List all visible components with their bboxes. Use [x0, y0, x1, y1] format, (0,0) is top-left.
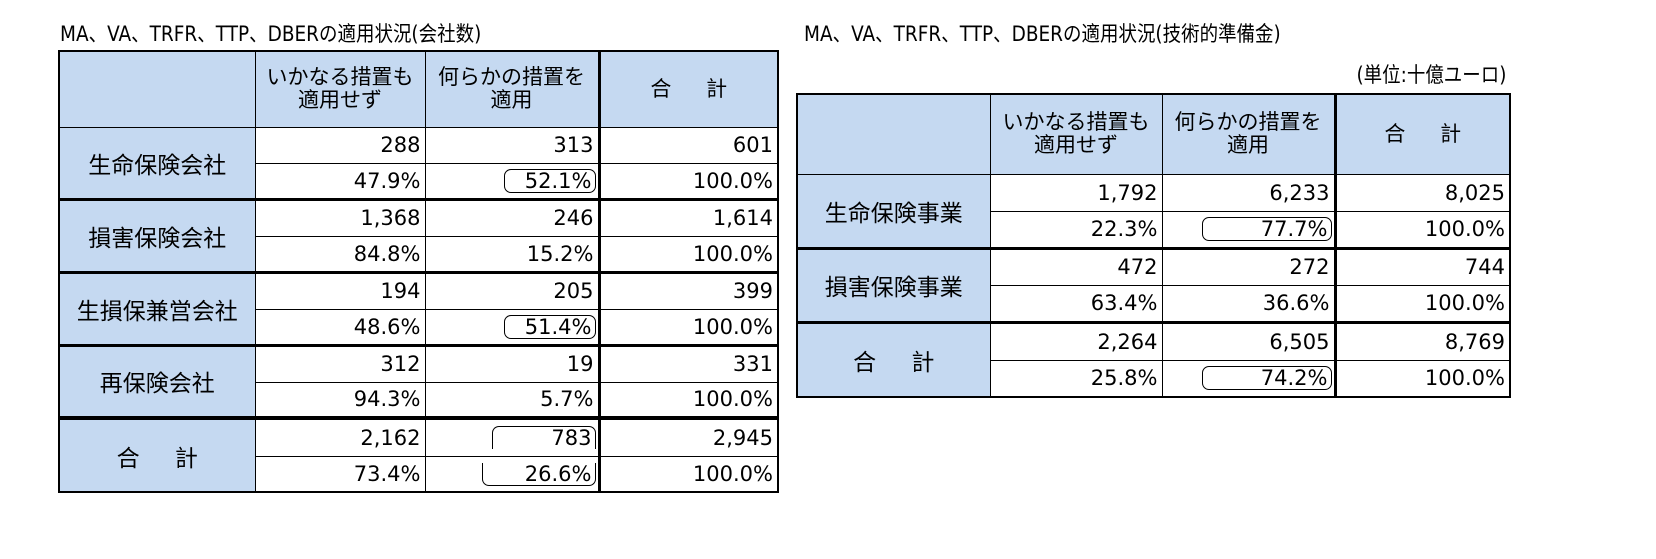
- header-some: 何らかの措置を 適用: [424, 50, 601, 128]
- header-none: いかなる措置も 適用せず: [989, 93, 1163, 175]
- cell-pct: 36.6%: [1161, 284, 1337, 323]
- cell-pct-highlight: 74.2%: [1161, 359, 1337, 398]
- cell-pct: 100.0%: [598, 235, 779, 273]
- row-label-total: 合 計: [796, 320, 991, 398]
- cell-pct: 63.4%: [989, 284, 1163, 323]
- row-label: 損害保険会社: [58, 197, 256, 273]
- highlight-box: 26.6%: [481, 462, 596, 486]
- cell-count: 1,614: [598, 197, 779, 237]
- cell-count: 2,162: [254, 416, 426, 457]
- cell-pct: 47.9%: [254, 162, 426, 200]
- row-label: 損害保険事業: [796, 246, 991, 323]
- cell-pct: 100.0%: [1334, 359, 1511, 398]
- header-total: 合 計: [598, 50, 779, 128]
- cell-count: 601: [598, 126, 779, 164]
- header-some: 何らかの措置を 適用: [1161, 93, 1337, 175]
- row-label-total: 合 計: [58, 416, 256, 493]
- highlight-box: 783: [492, 425, 596, 449]
- cell-pct: 100.0%: [598, 308, 779, 346]
- right-table-title: MA、VA、TRFR、TTP、DBERの適用状況(技術的準備金): [804, 22, 1281, 46]
- cell-count: 8,769: [1334, 320, 1511, 361]
- cell-pct: 15.2%: [424, 235, 601, 273]
- cell-count: 194: [254, 270, 426, 310]
- cell-count: 472: [989, 246, 1163, 286]
- cell-pct-highlight: 52.1%: [424, 162, 601, 200]
- cell-count: 288: [254, 126, 426, 164]
- row-label: 再保険会社: [58, 343, 256, 419]
- cell-count: 205: [424, 270, 601, 310]
- highlight-box: 52.1%: [503, 168, 596, 193]
- cell-count: 744: [1334, 246, 1511, 286]
- cell-pct: 100.0%: [1334, 284, 1511, 323]
- cell-count: 313: [424, 126, 601, 164]
- right-table: いかなる措置も 適用せず 何らかの措置を 適用 合 計 生命保険事業 1,792…: [796, 93, 1511, 398]
- cell-count: 1,792: [989, 173, 1163, 212]
- cell-count: 19: [424, 343, 601, 383]
- cell-count: 6,505: [1161, 320, 1337, 361]
- cell-count: 399: [598, 270, 779, 310]
- cell-pct: 25.8%: [989, 359, 1163, 398]
- unit-label: (単位:十億ユーロ): [1355, 63, 1506, 87]
- cell-count: 246: [424, 197, 601, 237]
- cell-pct: 100.0%: [598, 455, 779, 493]
- cell-pct: 100.0%: [1334, 210, 1511, 249]
- header-total: 合 計: [1334, 93, 1511, 175]
- left-table-title: MA、VA、TRFR、TTP、DBERの適用状況(会社数): [60, 22, 482, 46]
- cell-pct: 100.0%: [598, 381, 779, 419]
- cell-count: 272: [1161, 246, 1337, 286]
- cell-pct: 73.4%: [254, 455, 426, 493]
- cell-pct: 100.0%: [598, 162, 779, 200]
- row-label: 生損保兼営会社: [58, 270, 256, 346]
- cell-count-highlight: 783: [424, 416, 601, 457]
- cell-pct: 94.3%: [254, 381, 426, 419]
- cell-count: 8,025: [1334, 173, 1511, 212]
- cell-pct: 48.6%: [254, 308, 426, 346]
- row-label: 生命保険事業: [796, 173, 991, 249]
- cell-count: 1,368: [254, 197, 426, 237]
- highlight-box: 74.2%: [1201, 366, 1332, 391]
- cell-pct: 22.3%: [989, 210, 1163, 249]
- cell-pct-highlight: 77.7%: [1161, 210, 1337, 249]
- corner-cell: [796, 93, 991, 175]
- cell-count: 312: [254, 343, 426, 383]
- cell-pct: 84.8%: [254, 235, 426, 273]
- corner-cell: [58, 50, 256, 128]
- cell-count: 2,264: [989, 320, 1163, 361]
- cell-pct-highlight: 26.6%: [424, 455, 601, 493]
- cell-pct-highlight: 51.4%: [424, 308, 601, 346]
- highlight-box: 77.7%: [1201, 217, 1332, 241]
- cell-count: 2,945: [598, 416, 779, 457]
- header-none: いかなる措置も 適用せず: [254, 50, 426, 128]
- left-table: いかなる措置も 適用せず 何らかの措置を 適用 合 計 生命保険会社 288 3…: [58, 50, 779, 493]
- row-label: 生命保険会社: [58, 126, 256, 200]
- cell-count: 331: [598, 343, 779, 383]
- highlight-box: 51.4%: [503, 314, 596, 339]
- cell-pct: 5.7%: [424, 381, 601, 419]
- cell-count: 6,233: [1161, 173, 1337, 212]
